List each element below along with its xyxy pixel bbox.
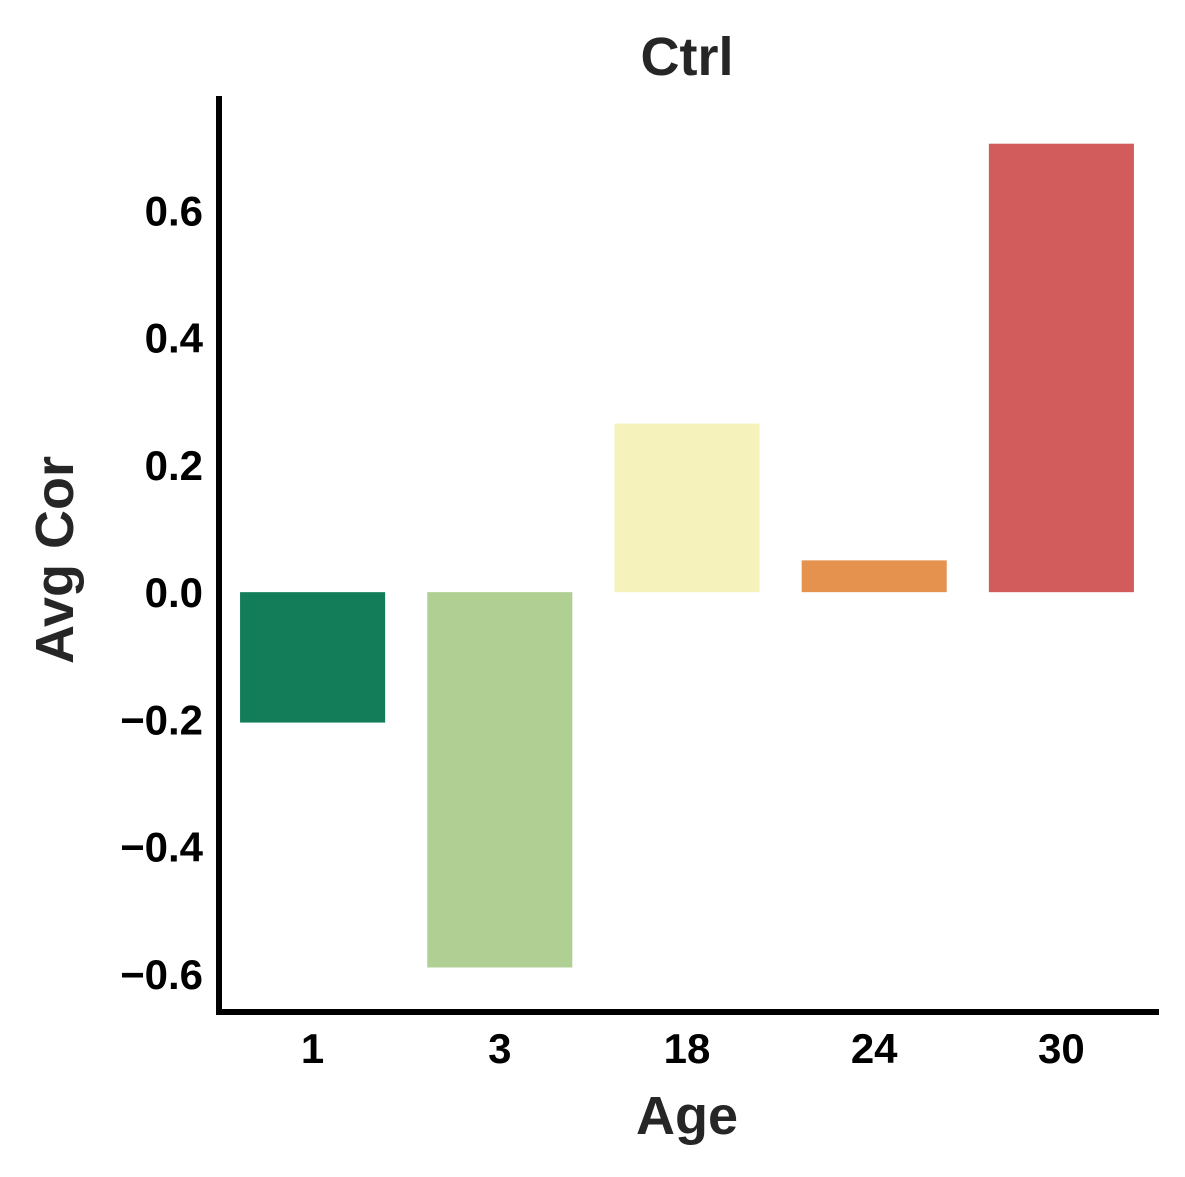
y-tick-label: −0.6 [120,951,203,998]
bar-24 [801,560,947,593]
x-tick-labels: 1 3 18 24 30 [301,1025,1085,1072]
chart-title: Ctrl [641,27,734,87]
x-axis-label: Age [636,1086,738,1146]
x-tick-label: 30 [1038,1025,1085,1072]
y-tick-label: 0.2 [145,442,203,489]
y-tick-label: −0.4 [120,824,204,871]
bar-18 [614,423,760,593]
y-tick-label: 0.4 [145,315,204,362]
y-tick-label: 0.6 [145,188,203,235]
x-tick-label: 3 [488,1025,511,1072]
x-tick-label: 1 [301,1025,324,1072]
y-axis-label: Avg Cor [25,456,85,664]
bar-1 [240,592,386,723]
bar-30 [988,143,1134,593]
bars-group [240,143,1134,968]
y-tick-labels: −0.6 −0.4 −0.2 0.0 0.2 0.4 0.6 [120,188,204,998]
x-tick-label: 18 [664,1025,711,1072]
bar-3 [427,592,573,968]
y-tick-label: −0.2 [120,696,203,743]
y-tick-label: 0.0 [145,569,203,616]
x-tick-label: 24 [851,1025,898,1072]
